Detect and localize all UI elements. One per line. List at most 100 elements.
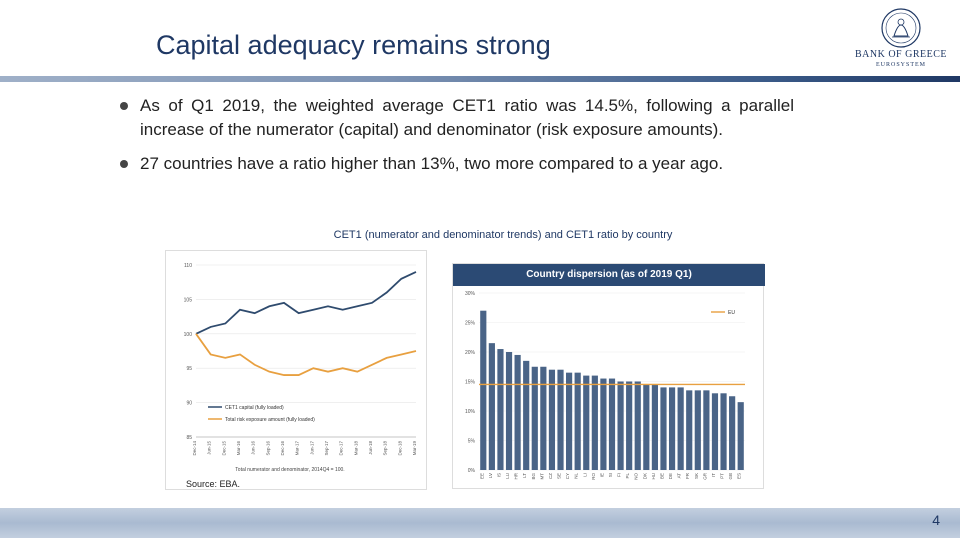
x-tick-label: IT bbox=[711, 473, 716, 477]
bar-chart-svg: 0% 5% 10% 15% 20% 25% 30% EE LV IS LU HR LT BG MT CZ SE C… bbox=[465, 291, 745, 480]
x-tick-label: BG bbox=[531, 473, 536, 480]
legend-label: EU bbox=[728, 310, 735, 316]
bar bbox=[668, 387, 676, 470]
x-tick-label: Mar-17 bbox=[295, 441, 300, 456]
x-tick-label: LT bbox=[522, 473, 527, 478]
x-tick-label: NL bbox=[574, 473, 579, 479]
bar bbox=[686, 390, 693, 470]
x-tick-label: HU bbox=[651, 473, 656, 480]
x-tick-label: RO bbox=[591, 473, 596, 480]
legend-label: CET1 capital (fully loaded) bbox=[225, 405, 284, 411]
bullet-dot-icon bbox=[120, 102, 128, 110]
logo-name: BANK OF GREECE bbox=[854, 49, 947, 60]
x-tick-label: Sep-18 bbox=[383, 441, 388, 456]
bar bbox=[694, 390, 701, 470]
x-tick-label: Dec-16 bbox=[280, 441, 285, 456]
y-tick-label: 105 bbox=[184, 297, 193, 303]
line-chart: 85 90 95 100 105 110 Dec-14 Jun-15 Dec-15 Mar-16 J… bbox=[165, 250, 427, 490]
bar bbox=[626, 381, 633, 470]
bar bbox=[608, 378, 616, 470]
x-tick-label: FI bbox=[617, 473, 622, 477]
bar bbox=[634, 381, 641, 470]
bar bbox=[557, 369, 564, 470]
bar bbox=[643, 384, 650, 470]
y-tick-label: 95 bbox=[186, 366, 192, 372]
bar bbox=[600, 378, 607, 470]
bar bbox=[505, 352, 513, 470]
x-tick-label: SE bbox=[557, 473, 562, 479]
seal-icon bbox=[881, 8, 921, 48]
x-tick-label: Jun-17 bbox=[309, 441, 314, 455]
x-tick-label: EE bbox=[479, 473, 484, 479]
bullet-dot-icon bbox=[120, 160, 128, 168]
x-tick-label: SI bbox=[608, 473, 613, 477]
x-tick-label: SK bbox=[694, 473, 699, 479]
bar bbox=[617, 381, 624, 470]
bar bbox=[523, 360, 530, 470]
bar-chart-title: Country dispersion (as of 2019 Q1) bbox=[453, 264, 765, 286]
y-tick-label: 100 bbox=[184, 332, 193, 338]
footer-bar bbox=[0, 508, 960, 538]
x-tick-label: Jun-16 bbox=[251, 441, 256, 455]
bar bbox=[729, 396, 736, 470]
line-chart-svg: 85 90 95 100 105 110 Dec-14 Jun-15 Dec-15 Mar-16 J… bbox=[184, 263, 417, 473]
bar bbox=[651, 384, 658, 470]
bar-chart: Country dispersion (as of 2019 Q1) 0% 5% 1… bbox=[452, 263, 765, 489]
x-tick-label: Sep-16 bbox=[265, 441, 270, 456]
x-tick-label: Dec-15 bbox=[221, 441, 226, 456]
bar bbox=[677, 387, 684, 470]
x-tick-label: LI bbox=[582, 473, 587, 477]
x-tick-label: FR bbox=[685, 472, 690, 479]
x-tick-label: PT bbox=[720, 473, 725, 479]
bank-of-greece-logo: BANK OF GREECE EUROSYSTEM bbox=[848, 6, 954, 70]
x-tick-label: BE bbox=[659, 473, 664, 479]
x-tick-label: IE bbox=[599, 473, 604, 477]
bar bbox=[531, 366, 538, 470]
bar bbox=[480, 310, 487, 470]
x-tick-label: GR bbox=[702, 472, 707, 480]
y-tick-label: 10% bbox=[465, 409, 476, 415]
bar bbox=[548, 369, 556, 470]
y-tick-label: 30% bbox=[465, 291, 476, 297]
x-tick-label: CY bbox=[565, 473, 570, 479]
bar bbox=[583, 375, 590, 470]
x-tick-label: Dec-17 bbox=[339, 441, 344, 456]
x-tick-label: IS bbox=[496, 473, 501, 477]
x-tick-label: NO bbox=[634, 473, 639, 480]
bullet-text: As of Q1 2019, the weighted average CET1… bbox=[140, 96, 794, 139]
chart-caption: CET1 (numerator and denominator trends) … bbox=[333, 229, 673, 241]
logo-subtitle: EUROSYSTEM bbox=[875, 62, 926, 68]
x-tick-label: LV bbox=[488, 473, 493, 478]
x-tick-label: DK bbox=[642, 473, 647, 479]
x-tick-label: HR bbox=[514, 472, 519, 479]
bullet-item: 27 countries have a ratio higher than 13… bbox=[118, 152, 794, 176]
y-tick-label: 0% bbox=[468, 468, 476, 474]
x-tick-label: CZ bbox=[548, 473, 553, 479]
bar bbox=[497, 349, 504, 470]
bar bbox=[737, 402, 744, 470]
x-tick-label: AT bbox=[677, 473, 682, 479]
bar bbox=[574, 372, 581, 470]
y-tick-label: 90 bbox=[186, 401, 192, 407]
x-tick-label: Dec-18 bbox=[397, 441, 402, 456]
bar bbox=[703, 390, 710, 470]
x-tick-label: Dec-14 bbox=[192, 441, 197, 456]
bar bbox=[488, 343, 495, 470]
slide-title: Capital adequacy remains strong bbox=[156, 30, 551, 60]
bullet-list: As of Q1 2019, the weighted average CET1… bbox=[118, 94, 794, 176]
source-note: Source: EBA. bbox=[186, 479, 241, 489]
bar bbox=[711, 393, 719, 470]
x-tick-label: Jun-15 bbox=[207, 441, 212, 455]
y-tick-label: 25% bbox=[465, 321, 476, 327]
series-line bbox=[195, 271, 417, 335]
y-tick-label: 85 bbox=[186, 435, 192, 441]
x-tick-label: Sep-17 bbox=[324, 441, 329, 456]
x-tick-label: Jun-18 bbox=[368, 441, 373, 455]
series-line bbox=[195, 333, 417, 376]
x-tick-label: Mar-16 bbox=[236, 441, 241, 456]
y-tick-label: 20% bbox=[465, 350, 476, 356]
x-tick-label: DE bbox=[668, 473, 673, 479]
bullet-item: As of Q1 2019, the weighted average CET1… bbox=[118, 94, 794, 142]
header-divider bbox=[0, 76, 960, 82]
y-tick-label: 5% bbox=[468, 439, 476, 445]
